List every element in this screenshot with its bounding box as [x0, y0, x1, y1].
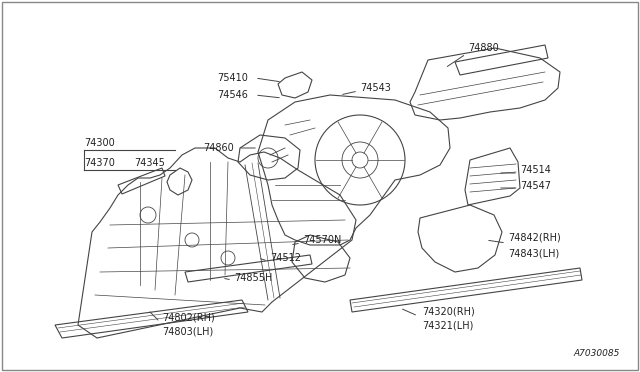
Text: 74855H: 74855H — [234, 273, 273, 283]
Text: 74514: 74514 — [520, 165, 551, 175]
Text: 74880: 74880 — [468, 43, 499, 53]
Text: 74546: 74546 — [217, 90, 248, 100]
Text: 74843(LH): 74843(LH) — [508, 248, 559, 258]
Text: 74370: 74370 — [84, 158, 115, 168]
Text: 74321(LH): 74321(LH) — [422, 321, 474, 331]
Text: 74512: 74512 — [270, 253, 301, 263]
Text: 74803(LH): 74803(LH) — [162, 327, 213, 337]
Text: 74543: 74543 — [360, 83, 391, 93]
Text: 74860: 74860 — [204, 143, 234, 153]
Text: 74345: 74345 — [134, 158, 165, 168]
Text: A7030085: A7030085 — [573, 349, 620, 358]
Text: 74547: 74547 — [520, 181, 551, 191]
Text: 74300: 74300 — [84, 138, 115, 148]
Text: 74570N: 74570N — [303, 235, 341, 245]
Text: 74802(RH): 74802(RH) — [162, 313, 215, 323]
Text: 75410: 75410 — [217, 73, 248, 83]
Text: 74320(RH): 74320(RH) — [422, 307, 475, 317]
Text: 74842(RH): 74842(RH) — [508, 233, 561, 243]
